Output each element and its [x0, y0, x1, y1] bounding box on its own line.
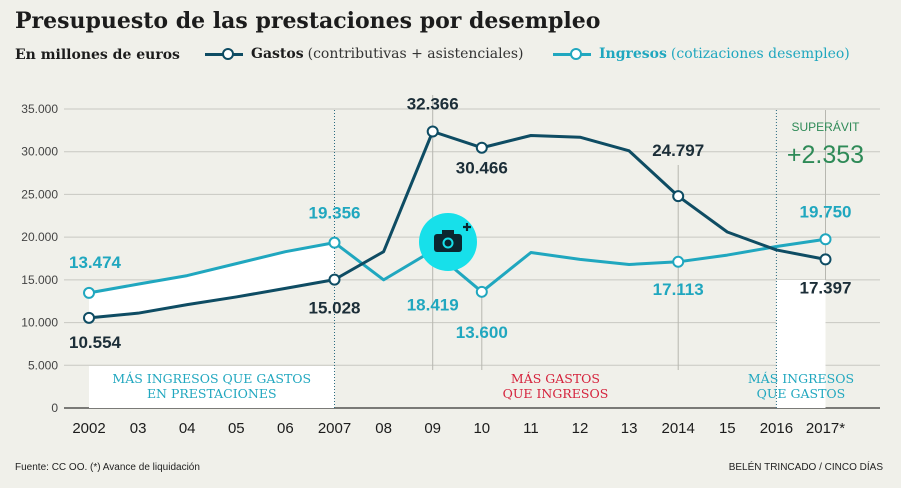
region-band — [89, 366, 335, 408]
data-label: 17.113 — [653, 280, 704, 299]
data-point-marker — [328, 236, 341, 249]
x-tick-label: 08 — [375, 420, 392, 437]
region-label: MÁS INGRESOS — [748, 371, 854, 386]
data-label: 32.366 — [407, 95, 459, 114]
legend-ingresos-swatch — [553, 47, 591, 60]
y-tick-label: 35.000 — [21, 102, 58, 116]
x-tick-label: 2014 — [662, 420, 695, 437]
legend-gastos-name: Gastos — [251, 46, 304, 62]
data-point-marker — [819, 233, 832, 246]
data-point-marker — [672, 255, 685, 268]
y-tick-label: 5.000 — [28, 358, 58, 372]
data-point-marker — [83, 286, 95, 299]
x-tick-label: 03 — [130, 420, 147, 437]
data-label: 19.750 — [800, 202, 852, 221]
x-tick-label: 2017* — [806, 420, 845, 437]
legend-gastos-desc: (contributivas + asistenciales) — [307, 46, 524, 62]
data-point-marker — [426, 125, 439, 138]
data-label: 13.474 — [69, 253, 122, 272]
camera-top — [442, 230, 454, 235]
data-label: 13.600 — [456, 323, 508, 342]
legend-ingresos: Ingresos (cotizaciones desempleo) — [553, 46, 850, 62]
y-tick-label: 20.000 — [21, 230, 58, 244]
x-tick-label: 2007 — [318, 420, 351, 437]
region-label: QUE GASTOS — [757, 386, 846, 401]
region-band — [776, 366, 826, 408]
legend-gastos: Gastos (contributivas + asistenciales) — [205, 46, 524, 62]
chart-title: Presupuesto de las prestaciones por dese… — [15, 8, 601, 34]
x-tick-label: 2002 — [72, 420, 105, 437]
x-tick-label: 11 — [523, 420, 539, 437]
y-tick-label: 10.000 — [21, 316, 58, 330]
region-label: EN PRESTACIONES — [147, 386, 277, 401]
series-line-gastos — [88, 130, 826, 320]
superavit-label: SUPERÁVIT — [791, 119, 860, 134]
footer-source: Fuente: CC OO. (*) Avance de liquidación — [15, 462, 200, 473]
surplus-fill — [89, 242, 335, 318]
data-label: 19.356 — [309, 204, 361, 223]
data-label: 24.797 — [652, 141, 704, 160]
plus-glyph — [463, 223, 471, 231]
y-tick-label: 0 — [51, 401, 58, 415]
legend-gastos-swatch — [205, 47, 243, 60]
data-label: 10.554 — [69, 333, 122, 352]
x-tick-label: 04 — [179, 420, 196, 437]
legend-ingresos-desc: (cotizaciones desempleo) — [670, 46, 850, 62]
x-tick-label: 12 — [572, 420, 589, 437]
data-point-marker — [819, 253, 832, 266]
y-tick-label: 30.000 — [21, 145, 58, 159]
x-tick-label: 2016 — [760, 420, 793, 437]
data-point-marker — [475, 141, 488, 154]
data-label: 30.466 — [456, 159, 508, 178]
surplus-column — [776, 280, 826, 366]
data-point-marker — [328, 273, 341, 286]
data-point-marker — [672, 190, 685, 203]
region-label: QUE INGRESOS — [503, 386, 609, 401]
y-tick-label: 25.000 — [21, 187, 58, 201]
y-tick-label: 15.000 — [21, 273, 58, 287]
data-label: 15.028 — [309, 299, 361, 318]
region-label: MÁS GASTOS — [511, 371, 600, 386]
data-point-marker — [475, 285, 488, 298]
region-label: MÁS INGRESOS QUE GASTOS — [112, 371, 311, 386]
x-tick-label: 13 — [621, 420, 638, 437]
x-tick-label: 09 — [424, 420, 441, 437]
legend-ingresos-name: Ingresos — [599, 46, 667, 62]
superavit-value: +2.353 — [787, 141, 864, 169]
camera-lens-inner — [444, 239, 452, 247]
x-tick-label: 06 — [277, 420, 294, 437]
series-line-ingresos — [88, 237, 826, 295]
x-tick-label: 15 — [719, 420, 736, 437]
x-tick-label: 10 — [473, 420, 490, 437]
x-tick-label: 05 — [228, 420, 245, 437]
data-point-marker — [83, 311, 95, 324]
footer-credit: BELÉN TRINCADO / CINCO DÍAS — [728, 462, 883, 473]
chart-subtitle: En millones de euros — [15, 47, 180, 63]
data-label: 17.397 — [800, 278, 852, 297]
data-label: 18.419 — [407, 296, 459, 315]
